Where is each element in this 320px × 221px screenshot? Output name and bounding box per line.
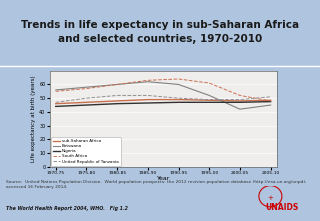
Y-axis label: Life expectancy at birth (years): Life expectancy at birth (years) [31,76,36,162]
sub-Saharan Africa [115,100,119,102]
South Africa [238,94,242,97]
Botswana [207,94,211,97]
South Africa [207,82,211,84]
Botswana [238,108,242,110]
Text: The World Health Report 2004, WHO.   Fig 1.2: The World Health Report 2004, WHO. Fig 1… [6,206,128,211]
Text: UNAIDS: UNAIDS [265,203,298,212]
Nigeria [146,102,150,104]
sub-Saharan Africa [238,100,242,102]
sub-Saharan Africa [269,99,273,102]
Nigeria [54,105,58,108]
Nigeria [84,104,88,106]
United Republic of Tanzania [146,94,150,97]
United Republic of Tanzania [84,97,88,99]
South Africa [269,100,273,102]
sub-Saharan Africa [54,102,58,105]
Botswana [115,83,119,86]
sub-Saharan Africa [146,98,150,101]
sub-Saharan Africa [84,101,88,104]
Text: Source:  United Nations Population Division.  World population prospects: the 20: Source: United Nations Population Divisi… [6,180,307,189]
Nigeria [115,102,119,105]
Line: sub-Saharan Africa: sub-Saharan Africa [56,99,271,104]
Nigeria [238,101,242,104]
Botswana [146,80,150,83]
Line: United Republic of Tanzania: United Republic of Tanzania [56,95,271,102]
United Republic of Tanzania [115,94,119,97]
Nigeria [269,100,273,103]
Line: Botswana: Botswana [56,82,271,109]
United Republic of Tanzania [269,95,273,98]
sub-Saharan Africa [207,99,211,102]
South Africa [115,83,119,86]
Botswana [269,104,273,106]
Text: +: + [268,194,273,201]
United Republic of Tanzania [207,98,211,101]
Botswana [54,89,58,91]
South Africa [84,87,88,90]
Botswana [84,86,88,89]
Nigeria [207,101,211,104]
South Africa [54,90,58,93]
X-axis label: Year: Year [156,176,170,181]
South Africa [177,78,180,80]
Line: South Africa: South Africa [56,79,271,101]
Legend: sub-Saharan Africa, Botswana, Nigeria, South Africa, United Republic of Tanzania: sub-Saharan Africa, Botswana, Nigeria, S… [51,137,121,166]
United Republic of Tanzania [54,101,58,104]
sub-Saharan Africa [177,98,180,101]
Botswana [177,83,180,86]
Line: Nigeria: Nigeria [56,102,271,107]
United Republic of Tanzania [238,98,242,101]
Text: Trends in life expectancy in sub-Saharan Africa
and selected countries, 1970-201: Trends in life expectancy in sub-Saharan… [21,20,299,44]
South Africa [146,79,150,82]
Nigeria [177,101,180,104]
United Republic of Tanzania [177,97,180,99]
